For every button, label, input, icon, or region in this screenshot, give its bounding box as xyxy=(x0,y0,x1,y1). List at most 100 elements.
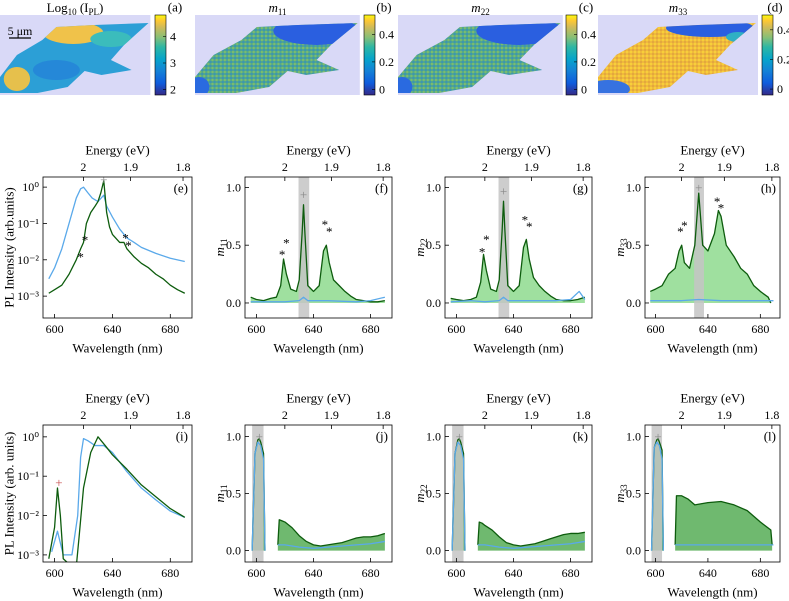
y-tick-label: 10⁻¹ xyxy=(17,216,39,230)
x2-axis-label: Energy (eV) xyxy=(486,143,550,158)
x2-tick-label: 1.8 xyxy=(176,160,191,174)
line xyxy=(450,200,586,302)
colorbar-tick-label: 3 xyxy=(170,56,176,70)
x2-tick-label: 1.9 xyxy=(524,160,539,174)
axes-frame xyxy=(244,176,393,319)
colorbar-tick-label: 0.2 xyxy=(379,55,394,69)
colorbar-tick-label: 4 xyxy=(170,29,176,43)
line xyxy=(650,441,774,551)
annotation: + xyxy=(100,172,107,187)
colorbar-tick-label: 0 xyxy=(777,82,783,96)
annotation: * xyxy=(82,233,89,248)
x2-axis-label: Energy (eV) xyxy=(286,143,350,158)
y-axis-label: m33 xyxy=(612,238,630,257)
y-tick-label: 10⁻² xyxy=(17,253,39,267)
area xyxy=(250,204,385,303)
line xyxy=(650,298,774,302)
colorbar xyxy=(363,14,376,96)
colorbar-tick-label: 0 xyxy=(379,82,385,96)
annotation: + xyxy=(456,429,463,444)
x-tick-label: 600 xyxy=(646,566,664,580)
x-tick-label: 680 xyxy=(362,322,380,336)
highlight-band xyxy=(452,425,464,562)
y-axis-label: m11 xyxy=(212,238,230,256)
plot-area xyxy=(650,425,774,562)
text-part: m xyxy=(412,247,427,256)
text-part: m xyxy=(212,493,227,502)
y-tick-label: 1.0 xyxy=(226,429,241,443)
panel-label: (l) xyxy=(764,429,776,444)
plot-area xyxy=(251,425,386,562)
annotation: * xyxy=(714,194,721,209)
line xyxy=(48,436,186,562)
text-part: 10 xyxy=(68,7,78,17)
x2-axis-label: Energy (eV) xyxy=(680,143,744,158)
x-tick-label: 680 xyxy=(562,566,580,580)
x2-tick-label: 1.8 xyxy=(376,160,391,174)
x2-tick-label: 1.9 xyxy=(524,408,539,422)
annotation: * xyxy=(125,238,132,253)
annotation: + xyxy=(500,183,507,198)
x2-tick-label: 2 xyxy=(679,160,685,174)
x2-axis-label: Energy (eV) xyxy=(286,391,350,406)
annotation: + xyxy=(300,187,307,202)
colorbar xyxy=(154,14,167,96)
colorbar-tick-label: 2 xyxy=(170,83,176,97)
annotation: * xyxy=(326,224,333,239)
y-tick-label: 10⁻¹ xyxy=(17,469,39,483)
line xyxy=(649,192,772,304)
plot-area xyxy=(649,177,774,318)
y-tick-label: 1.0 xyxy=(426,429,441,443)
text-part: m xyxy=(612,493,627,502)
y-tick-label: 1.0 xyxy=(626,180,641,194)
x2-tick-label: 1.9 xyxy=(324,408,339,422)
colorbar-tick-label: 0.4 xyxy=(777,23,789,37)
x-tick-label: 640 xyxy=(103,322,121,336)
x2-tick-label: 1.9 xyxy=(324,160,339,174)
line xyxy=(51,437,186,556)
x-tick-label: 600 xyxy=(447,566,465,580)
panel-label: (d) xyxy=(767,0,782,15)
panel-label: (c) xyxy=(579,0,593,15)
map-title: m33 xyxy=(669,0,688,17)
plot-area xyxy=(451,425,585,562)
y-tick-label: 0.5 xyxy=(226,487,241,501)
x-tick-label: 640 xyxy=(305,566,323,580)
map-c xyxy=(398,15,563,95)
area xyxy=(450,201,585,303)
x2-tick-label: 1.9 xyxy=(123,160,138,174)
y-tick-label: 0.0 xyxy=(226,544,241,558)
text-part: 11 xyxy=(278,7,287,17)
annotation: * xyxy=(77,249,84,264)
colorbar xyxy=(761,14,774,96)
annotation: * xyxy=(526,219,533,234)
x-axis-label: Wavelength (nm) xyxy=(273,585,363,600)
colorbar-tick-label: 0 xyxy=(581,82,587,96)
text-part: 22 xyxy=(419,238,429,247)
x2-axis-label: Energy (eV) xyxy=(85,143,149,158)
annotation: * xyxy=(681,218,688,233)
x-tick-label: 640 xyxy=(699,322,717,336)
x-tick-label: 680 xyxy=(161,566,179,580)
text-part: 22 xyxy=(481,7,490,17)
x-axis-label: Wavelength (nm) xyxy=(72,585,162,600)
y-tick-label: 10⁰ xyxy=(22,180,39,194)
x2-axis-label: Energy (eV) xyxy=(486,391,550,406)
x2-tick-label: 1.9 xyxy=(123,408,138,422)
panel-label: (a) xyxy=(168,0,182,15)
text-part: m xyxy=(412,493,427,502)
annotation: + xyxy=(256,429,263,444)
annotation: * xyxy=(677,224,684,239)
y-tick-label: 0.5 xyxy=(626,238,641,252)
map-title: m11 xyxy=(268,0,286,17)
x2-tick-label: 2 xyxy=(282,160,288,174)
highlight-band xyxy=(651,425,663,562)
x-tick-label: 680 xyxy=(751,566,769,580)
panel-label: (f) xyxy=(375,181,388,196)
x-tick-label: 680 xyxy=(362,566,380,580)
axes-frame xyxy=(644,176,781,319)
x-tick-label: 640 xyxy=(505,322,523,336)
annotation: * xyxy=(718,201,725,216)
x2-tick-label: 1.8 xyxy=(576,408,591,422)
